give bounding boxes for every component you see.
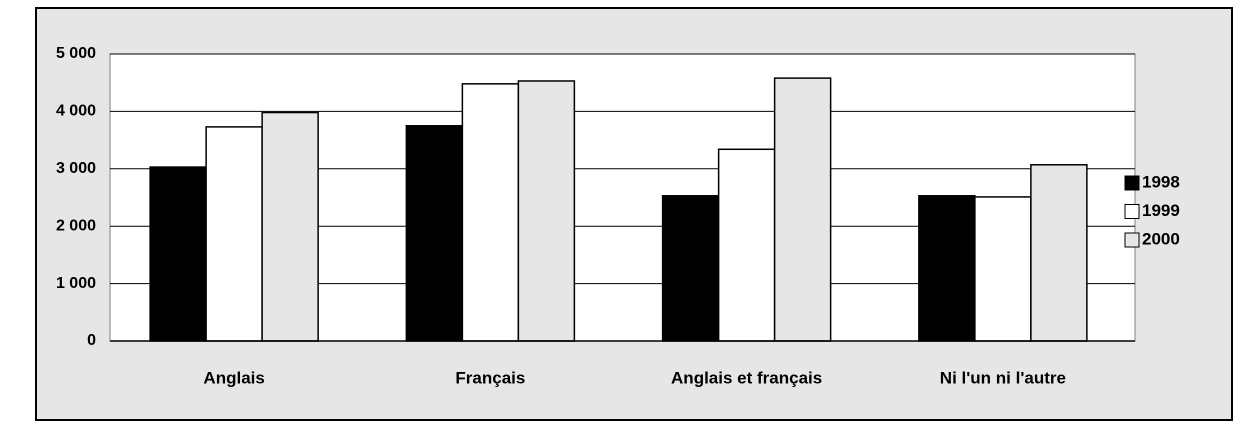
y-tick-label: 5 000 <box>56 45 96 62</box>
y-tick-label: 2 000 <box>56 217 96 234</box>
legend-swatch <box>1124 204 1140 219</box>
bar <box>1030 164 1088 342</box>
legend-label: 2000 <box>1142 229 1180 248</box>
bar <box>261 111 319 342</box>
legend-label: 1998 <box>1142 172 1180 191</box>
bar <box>773 77 832 342</box>
bar <box>461 83 520 342</box>
x-tick-label: Anglais et français <box>671 368 822 387</box>
legend-swatch <box>1124 232 1140 248</box>
bar <box>974 196 1032 342</box>
y-tick-label: 0 <box>87 332 96 349</box>
bar <box>717 148 776 342</box>
legend-label: 1999 <box>1142 201 1180 220</box>
x-tick-label: Anglais <box>203 368 264 387</box>
legend-swatch <box>1124 175 1140 191</box>
bar <box>149 166 207 342</box>
bar <box>661 195 720 342</box>
bar <box>918 195 976 342</box>
bar <box>517 80 576 342</box>
x-tick-label: Français <box>455 368 525 387</box>
bar <box>205 126 263 342</box>
y-tick-label: 3 000 <box>56 160 96 177</box>
x-tick-label: Ni l'un ni l'autre <box>940 368 1066 387</box>
bar <box>405 125 464 342</box>
y-tick-label: 4 000 <box>56 103 96 120</box>
y-tick-label: 1 000 <box>56 275 96 292</box>
